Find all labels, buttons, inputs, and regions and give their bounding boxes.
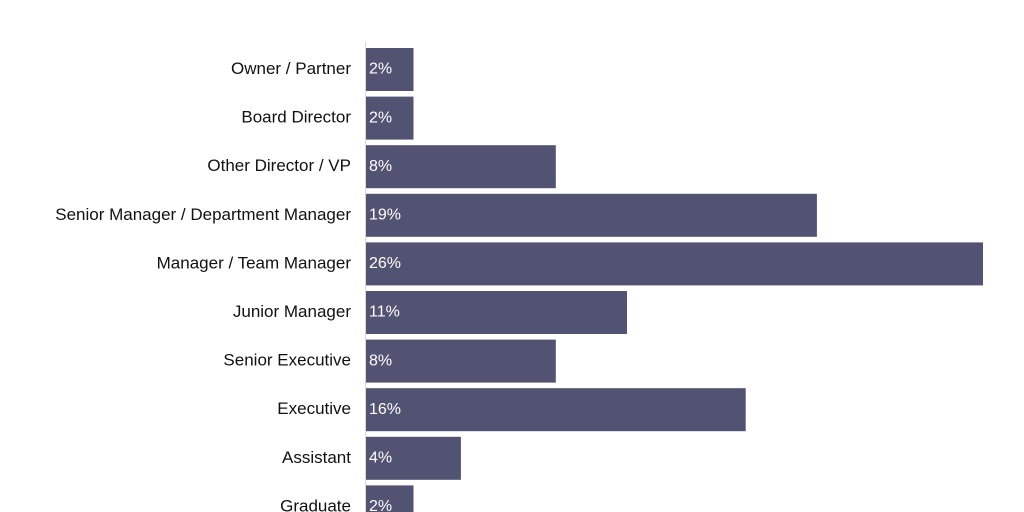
value-label: 16% <box>369 401 401 418</box>
value-label: 19% <box>369 207 401 224</box>
bar <box>366 242 983 286</box>
value-label: 8% <box>369 158 392 175</box>
category-label: Owner / Partner <box>231 59 351 78</box>
bar <box>366 291 627 334</box>
bar <box>366 96 414 140</box>
category-label: Junior Manager <box>233 302 351 321</box>
value-label: 11% <box>369 304 400 321</box>
bar <box>366 193 817 237</box>
bar <box>366 339 556 383</box>
category-label: Senior Executive <box>223 351 351 370</box>
bar <box>366 485 414 512</box>
category-label: Senior Manager / Department Manager <box>55 205 351 224</box>
value-label: 2% <box>369 109 392 126</box>
value-label: 26% <box>369 255 401 272</box>
category-label: Assistant <box>282 448 351 467</box>
category-label: Manager / Team Manager <box>157 253 352 272</box>
category-label: Executive <box>277 399 351 418</box>
value-label: 8% <box>369 352 392 369</box>
category-label: Other Director / VP <box>207 156 351 175</box>
value-label: 2% <box>369 61 392 78</box>
category-label: Graduate <box>280 496 351 512</box>
bar <box>366 48 414 91</box>
value-labels-group: 2% 2% 8% 19% 26% 11% 8% 16% 4% 2% <box>369 61 401 512</box>
bars-group <box>366 48 983 512</box>
bar <box>366 436 461 480</box>
category-labels-group: Owner / Partner Board Director Other Direc… <box>55 59 351 512</box>
category-label: Board Director <box>241 108 351 127</box>
bar <box>366 145 556 189</box>
value-label: 4% <box>369 450 392 467</box>
bar <box>366 388 746 432</box>
value-label: 2% <box>369 498 392 512</box>
